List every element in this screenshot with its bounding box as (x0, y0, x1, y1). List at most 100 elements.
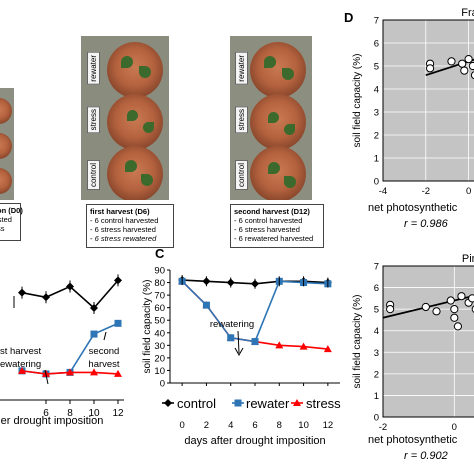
chart-b-partial: 6 8 10 12 er drought imposition st harvest ewa… (0, 274, 124, 427)
y-tick-label: 6 (374, 39, 379, 50)
data-point-stress (66, 368, 74, 376)
panel-title: Frade (461, 7, 474, 19)
x-tick-label: 2 (204, 420, 209, 431)
legend-label-control: control (177, 396, 216, 411)
caption-title: second harvest (D12) (234, 207, 310, 216)
annotation-first-harvest: st harvest (0, 346, 42, 357)
chart-d-top: 0 1 2 3 4 5 6 7 -4 -2 0 Frade soil field capacity (%… (352, 7, 474, 230)
scatter-point (468, 294, 474, 303)
y-tick-label: 10 (154, 366, 165, 377)
y-tick-label: 5 (374, 305, 379, 316)
scatter-point (447, 57, 456, 66)
scatter-point (453, 322, 462, 331)
y-tick-label: 7 (374, 16, 379, 27)
panel-letter-d: D (344, 10, 354, 25)
scatter-point (386, 305, 395, 314)
photo-d6-caption: first harvest (D6) - 6 control harvested… (86, 204, 174, 248)
y-tick-label: 1 (374, 154, 379, 165)
y-axis-label: soil field capacity (%) (142, 280, 153, 374)
y-tick-label: 0 (160, 379, 165, 390)
annotation-arrowhead (234, 347, 244, 357)
caption-line: - 6 rewatered harvested (234, 234, 314, 243)
legend-marker-stress (293, 399, 301, 406)
x-tick-label: 6 (43, 408, 49, 419)
series-line-rewater (181, 280, 328, 343)
x-axis-label: net photosynthetic (368, 434, 458, 446)
scatter-point (470, 71, 474, 80)
y-tick-label: 4 (374, 326, 379, 337)
y-tick-label: 1 (374, 391, 379, 402)
annotation-arrow (44, 369, 49, 385)
y-tick-label: 0 (374, 177, 379, 188)
data-point-rewater (114, 319, 122, 327)
y-tick-label: 40 (154, 328, 165, 339)
x-tick-label: 12 (112, 408, 124, 419)
annotation-arrow (103, 331, 107, 341)
y-tick-label: 0 (374, 413, 379, 424)
y-tick-label: 7 (374, 262, 379, 273)
caption-line: - 6 stress rewatered (90, 234, 157, 243)
scatter-point (458, 59, 467, 68)
data-point-stress (275, 341, 284, 349)
plot-area (382, 265, 474, 418)
scatter-point (432, 307, 441, 316)
photo-d0 (0, 88, 14, 200)
scatter-point (468, 61, 474, 71)
scatter-point (464, 55, 473, 64)
data-point-stress (18, 366, 26, 374)
x-tick-label: -4 (379, 186, 387, 197)
annotation-harvest: harvest (88, 359, 120, 370)
photo-d12-caption: second harvest (D12) - 6 control harvest… (230, 204, 324, 248)
data-point-rewater (251, 338, 259, 346)
data-point-stress (323, 345, 332, 353)
scatter-point (457, 292, 466, 301)
scatter-point (421, 302, 430, 312)
caption-line: ss (0, 224, 5, 233)
photo-d0-caption: on (D0) harvested ss (0, 203, 23, 241)
x-tick-label: 6 (252, 420, 257, 431)
photo-d6: rewater stress control (81, 36, 169, 200)
y-tick-label: 60 (154, 303, 165, 314)
panel-letter-c: C (155, 246, 165, 261)
x-tick-label: 10 (88, 408, 100, 419)
caption-title: on (D0) (0, 206, 23, 215)
plot-area (382, 19, 474, 182)
x-axis-label: er drought imposition (1, 415, 104, 427)
y-tick-label: 3 (374, 108, 379, 119)
annotation-rewatering: ewatering (0, 359, 41, 370)
legend-label-stress: stress (306, 396, 341, 411)
y-tick-label: 80 (154, 278, 165, 289)
y-tick-label: 2 (374, 369, 379, 380)
scatter-point (460, 66, 469, 75)
panel-title: Pinhe (462, 253, 474, 265)
x-tick-label: 0 (179, 420, 184, 431)
annotation-second: second (89, 346, 120, 357)
x-tick-label: -2 (379, 422, 387, 433)
scatter-point (450, 313, 459, 322)
caption-title: first harvest (D6) (90, 207, 150, 216)
plot-border (382, 265, 474, 418)
x-tick-label: -2 (422, 186, 430, 197)
x-tick-label: 0 (466, 186, 471, 197)
data-point-rewater (90, 330, 98, 338)
stat-correlation: r = 0.902 (404, 450, 448, 462)
y-tick-label: 90 (154, 266, 165, 277)
legend-label-rewater: rewater (246, 396, 290, 411)
y-tick-label: 6 (374, 283, 379, 294)
x-tick-label: 8 (277, 420, 282, 431)
x-tick-label: 8 (67, 408, 73, 419)
data-point-stress (90, 368, 98, 376)
data-point-stress (114, 369, 122, 377)
trend-line (425, 58, 474, 77)
data-point-stress (299, 342, 308, 350)
y-axis-label: soil field capacity (%) (352, 54, 363, 148)
scatter-point (450, 305, 459, 314)
x-tick-label: 10 (298, 420, 309, 431)
x-axis-label: net photosynthetic (368, 202, 458, 214)
caption-line: - 6 stress harvested (90, 225, 156, 234)
scatter-point (446, 296, 455, 305)
caption-line: - 6 control harvested (90, 216, 159, 225)
x-tick-label: 0 (452, 422, 457, 433)
